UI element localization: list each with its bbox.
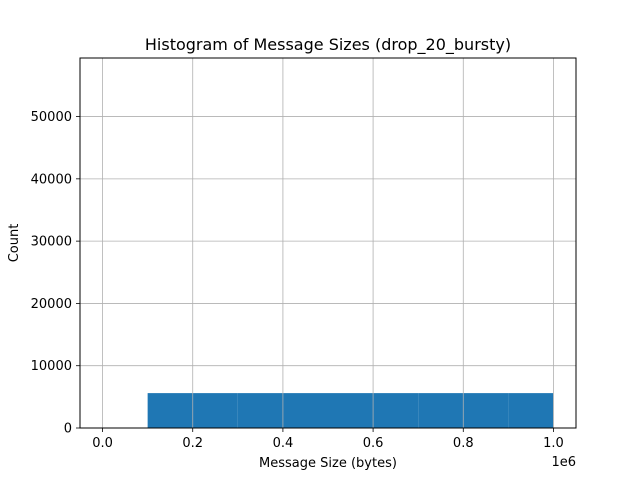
x-axis-label: Message Size (bytes)	[259, 456, 397, 471]
x-tick-label-4: 0.8	[453, 436, 474, 451]
x-tick-label-1: 0.2	[182, 436, 203, 451]
plot-frame	[79, 57, 577, 429]
histogram-bar-4	[282, 393, 328, 428]
x-axis-scale-label: 1e6	[551, 455, 576, 470]
y-tick-label-0: 0	[64, 422, 72, 437]
histogram-bar-9	[508, 393, 554, 428]
histogram-bars	[80, 58, 576, 429]
y-axis-label: Count	[7, 224, 22, 263]
histogram-bar-3	[237, 393, 283, 428]
y-tick-label-1: 10000	[31, 359, 72, 374]
histogram-bar-2	[192, 393, 238, 428]
x-axis-ticks: 0.0 0.2 0.4 0.6 0.8 1.0	[92, 428, 564, 451]
histogram-bar-7	[418, 393, 464, 428]
chart-title: Histogram of Message Sizes (drop_20_burs…	[145, 35, 511, 55]
histogram-bar-8	[463, 393, 509, 428]
x-tick-label-5: 1.0	[543, 436, 564, 451]
y-tick-label-4: 40000	[31, 172, 72, 187]
x-tick-label-2: 0.4	[273, 436, 294, 451]
x-tick-label-0: 0.0	[92, 436, 113, 451]
y-tick-label-3: 30000	[31, 235, 72, 250]
histogram-bar-6	[373, 393, 419, 428]
y-tick-label-5: 50000	[31, 110, 72, 125]
y-axis-ticks: 0 10000 20000 30000 40000 50000	[31, 110, 80, 437]
histogram-bar-1	[147, 393, 193, 428]
y-tick-label-2: 20000	[31, 297, 72, 312]
x-tick-label-3: 0.6	[363, 436, 384, 451]
histogram-bar-5	[328, 393, 374, 428]
